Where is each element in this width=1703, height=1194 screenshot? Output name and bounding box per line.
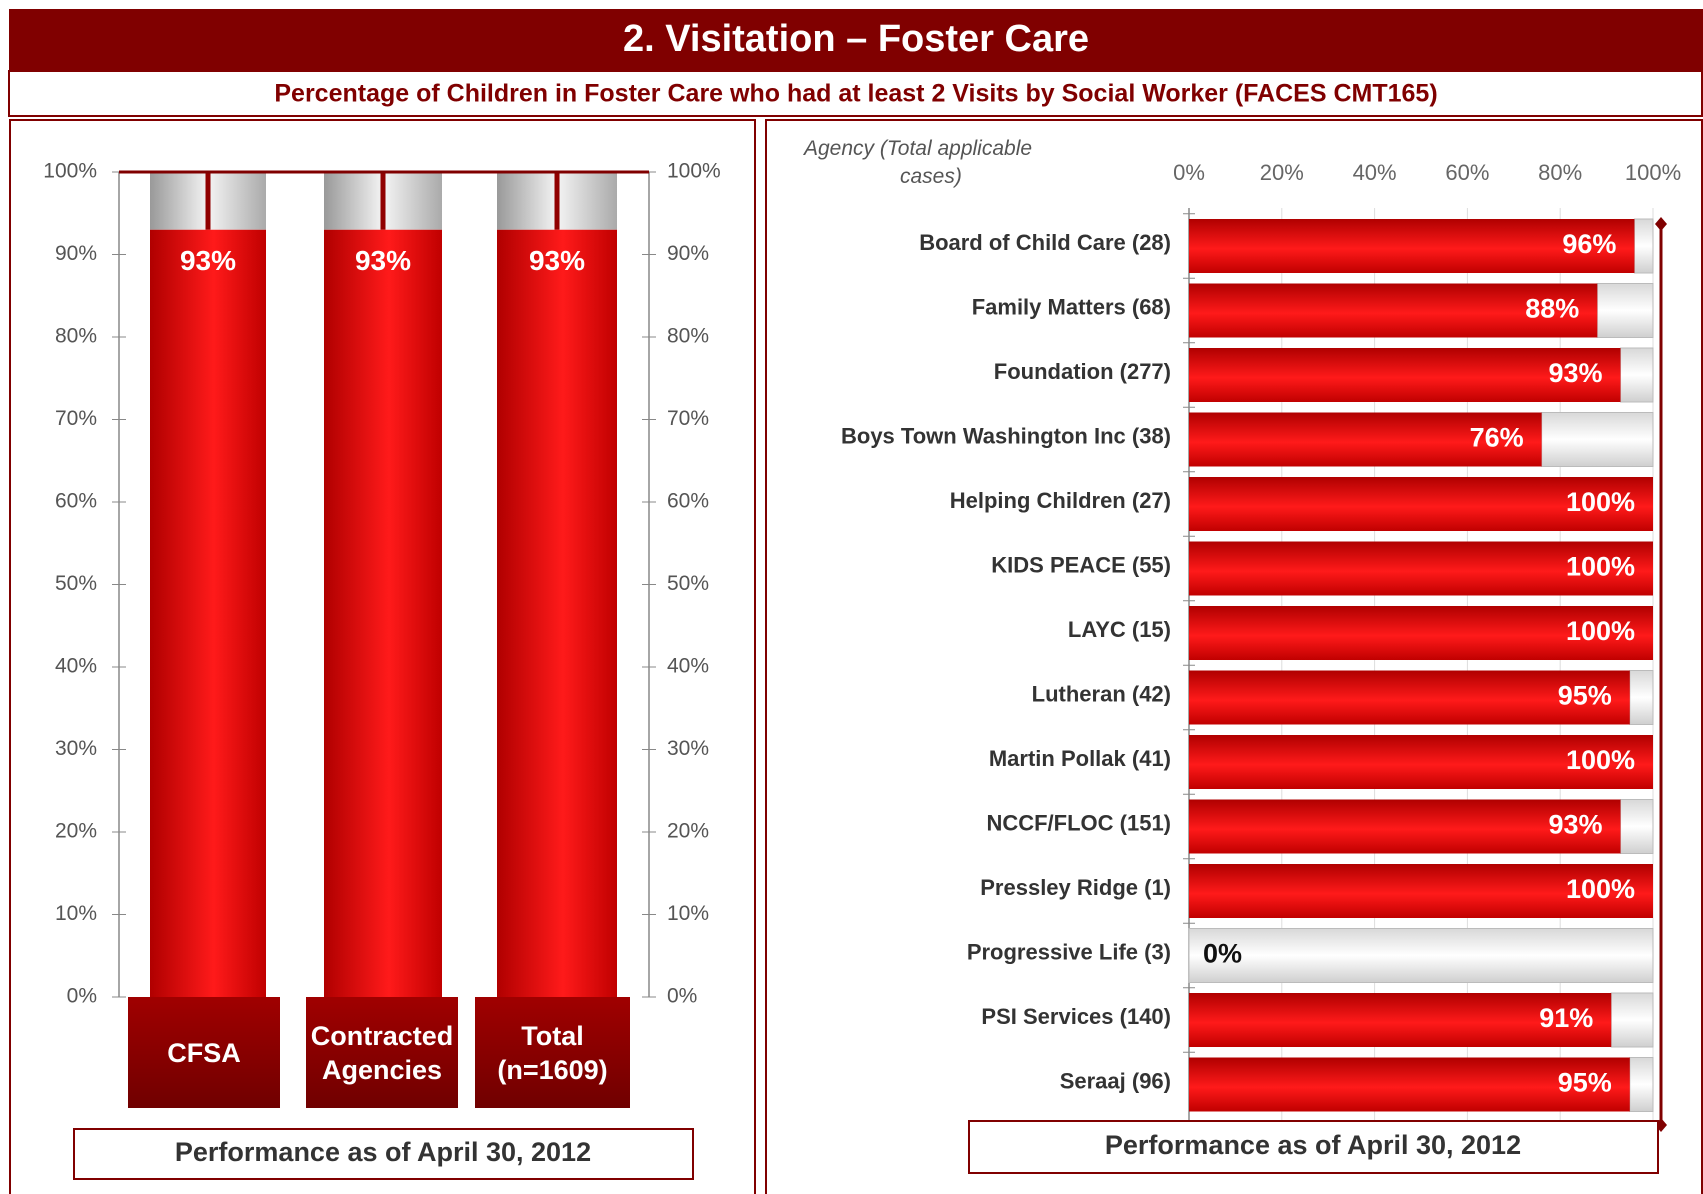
value-label: 91% (1539, 1003, 1593, 1033)
y2-tick-label: 30% (667, 737, 709, 760)
y2-tick-label: 100% (667, 160, 721, 183)
y2-tick-label: 80% (667, 325, 709, 348)
bar-remainder (1633, 218, 1654, 274)
value-label: 95% (1558, 1068, 1612, 1098)
bar-remainder (1610, 992, 1654, 1048)
value-label: 0% (1203, 939, 1242, 969)
category-label: Family Matters (68) (972, 294, 1171, 319)
value-label: 88% (1525, 294, 1579, 324)
value-label: 100% (1566, 487, 1635, 517)
bar (1189, 1057, 1630, 1112)
category-label: Foundation (277) (994, 359, 1171, 384)
category-label: Seraaj (96) (1060, 1068, 1171, 1093)
bar (1189, 219, 1635, 273)
bar (1189, 606, 1653, 660)
y2-tick-label: 40% (667, 655, 709, 678)
y-tick-label: 100% (43, 160, 97, 183)
bar-remainder (1620, 347, 1654, 403)
y-tick-label: 20% (55, 820, 97, 843)
category-label: LAYC (15) (1068, 617, 1171, 642)
bar (1189, 412, 1542, 467)
category-label: NCCF/FLOC (151) (986, 810, 1171, 835)
bar (1189, 799, 1621, 854)
x-tick-label: 40% (1353, 160, 1397, 185)
limit-marker (1655, 217, 1667, 231)
bar-remainder (1629, 670, 1654, 725)
bar-remainder (1188, 928, 1654, 983)
value-label: 100% (1566, 745, 1635, 775)
bar (1189, 348, 1621, 402)
bar (1189, 670, 1630, 725)
category-label: Lutheran (42) (1032, 681, 1171, 706)
value-label: 93% (1548, 358, 1602, 388)
title: 2. Visitation – Foster Care (623, 18, 1089, 60)
y-axis-label: Agency (Total applicable cases) (802, 137, 1032, 188)
bar (1189, 993, 1612, 1047)
y-tick-label: 30% (55, 737, 97, 760)
bar-remainder (1620, 799, 1654, 854)
value-label: 93% (529, 245, 585, 276)
y-tick-label: 90% (55, 242, 97, 265)
footnote: Performance as of April 30, 2012 (175, 1137, 591, 1167)
footnote: Performance as of April 30, 2012 (1105, 1130, 1521, 1160)
y-tick-label: 50% (55, 572, 97, 595)
footnote-box (73, 1128, 694, 1180)
value-label: 100% (1566, 552, 1635, 582)
bar (150, 229, 266, 997)
value-label: 96% (1562, 229, 1616, 259)
value-label: 93% (180, 245, 236, 276)
category-label: Contracted Agencies (306, 997, 458, 1108)
category-label: CFSA (128, 997, 280, 1108)
y2-tick-label: 70% (667, 407, 709, 430)
subtitle: Percentage of Children in Foster Care wh… (274, 80, 1437, 108)
x-tick-label: 80% (1538, 160, 1582, 185)
bar (1189, 541, 1653, 596)
bar (1189, 735, 1653, 789)
category-label: PSI Services (140) (981, 1004, 1171, 1029)
y2-tick-label: 20% (667, 820, 709, 843)
value-label: 95% (1558, 681, 1612, 711)
category-label: Progressive Life (3) (967, 939, 1171, 964)
bar (1189, 283, 1598, 338)
y-tick-label: 60% (55, 490, 97, 513)
value-label: 93% (1548, 810, 1602, 840)
bar-remainder (1629, 1057, 1654, 1112)
category-label: Pressley Ridge (1) (980, 875, 1171, 900)
y2-tick-label: 0% (667, 985, 697, 1008)
x-tick-label: 0% (1173, 160, 1205, 185)
bar (1189, 477, 1653, 531)
y-tick-label: 40% (55, 655, 97, 678)
header-bar (9, 9, 1703, 71)
y-tick-label: 80% (55, 325, 97, 348)
y2-tick-label: 10% (667, 902, 709, 925)
value-label: 93% (355, 245, 411, 276)
category-label: KIDS PEACE (55) (991, 552, 1171, 577)
x-tick-label: 20% (1260, 160, 1304, 185)
x-tick-label: 60% (1445, 160, 1489, 185)
category-label: Board of Child Care (28) (919, 230, 1171, 255)
y2-tick-label: 50% (667, 572, 709, 595)
y2-tick-label: 60% (667, 490, 709, 513)
category-label: Helping Children (27) (950, 488, 1171, 513)
category-label: Boys Town Washington Inc (38) (841, 423, 1171, 448)
y-tick-label: 70% (55, 407, 97, 430)
footnote-box (968, 1120, 1659, 1174)
x-tick-label: 100% (1625, 160, 1681, 185)
bar (497, 229, 617, 997)
value-label: 100% (1566, 616, 1635, 646)
bar (324, 229, 442, 997)
bar (1189, 864, 1653, 918)
value-label: 100% (1566, 874, 1635, 904)
subtitle-box (8, 70, 1703, 117)
category-label: Total (n=1609) (475, 997, 630, 1108)
y2-tick-label: 90% (667, 242, 709, 265)
bar-remainder (1541, 412, 1654, 467)
y-tick-label: 10% (55, 902, 97, 925)
category-label: Martin Pollak (41) (989, 746, 1171, 771)
y-tick-label: 0% (67, 985, 97, 1008)
bar-remainder (1596, 283, 1654, 338)
value-label: 76% (1470, 423, 1524, 453)
